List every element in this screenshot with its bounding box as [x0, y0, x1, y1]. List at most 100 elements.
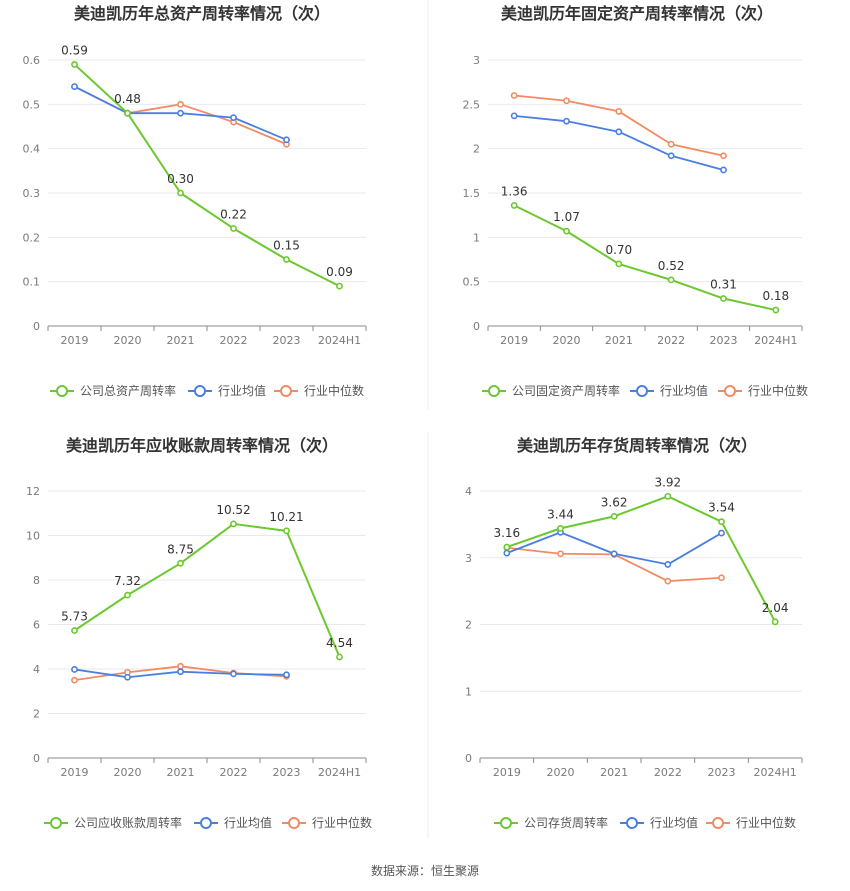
y-tick-label: 2: [465, 619, 472, 632]
data-point-avg: [230, 114, 237, 122]
legend-item-median: 行业中位数: [274, 383, 364, 398]
series-line-company: [73, 63, 340, 287]
x-tick-label: 2020: [114, 334, 142, 347]
data-point-company: [771, 618, 779, 626]
data-point-company: [720, 295, 727, 302]
chart-panel-3: 美迪凯历年应收账款周转率情况（次） 0 2 4 6 8 10 12 2019 2020 2021 20…: [26, 436, 372, 830]
y-tick-label: 12: [26, 485, 40, 498]
data-label: 3.44: [547, 507, 574, 521]
data-label: 0.30: [167, 172, 194, 186]
legend-item-company: 公司总资产周转率: [50, 383, 176, 398]
legend-marker-icon: [288, 817, 300, 829]
legend-marker-icon: [636, 385, 648, 397]
chart-panel-1: 美迪凯历年总资产周转率情况（次） 0 0.1 0.2 0.3 0.4 0.5 0.6 2019 2…: [23, 4, 367, 398]
x-tick-label: 2023: [710, 334, 738, 347]
data-point-avg: [283, 136, 290, 144]
data-label: 0.15: [273, 239, 300, 253]
data-point-company: [557, 524, 564, 532]
data-point-avg: [718, 529, 725, 537]
data-label: 10.52: [216, 503, 250, 517]
series-line-company: [73, 522, 341, 658]
data-label: 3.16: [493, 526, 520, 540]
data-point-company: [124, 591, 131, 599]
legend-item-median: 行业中位数: [706, 815, 796, 830]
y-tick-label: 4: [465, 485, 472, 498]
legend-marker-icon: [500, 817, 512, 829]
x-tick-label: 2021: [605, 334, 633, 347]
legend-marker-icon: [56, 385, 68, 397]
legend-marker-icon: [488, 385, 500, 397]
y-tick-label: 0: [33, 752, 40, 765]
x-tick-label: 2021: [167, 334, 195, 347]
legend-label: 公司存货周转率: [524, 815, 608, 830]
series-line-company: [506, 495, 777, 623]
legend-label: 公司应收账款周转率: [74, 815, 182, 830]
data-point-company: [230, 520, 237, 528]
data-point-company: [71, 627, 78, 634]
data-point-company: [336, 282, 343, 290]
data-label: 3.62: [601, 495, 628, 509]
chart-panel-4: 美迪凯历年存货周转率情况（次） 0 1 2 3 4 2019 2020 2021 2022 2023…: [465, 436, 803, 830]
y-tick-label: 1.5: [463, 187, 481, 200]
data-point-avg: [610, 550, 618, 558]
legend-label: 行业中位数: [304, 383, 364, 398]
y-tick-label: 3: [473, 54, 480, 67]
x-tick-label: 2020: [553, 334, 581, 347]
data-point-avg: [230, 670, 237, 678]
y-tick-label: 10: [26, 530, 40, 543]
data-point-avg: [177, 668, 184, 676]
x-tick-label: 2024H1: [754, 334, 797, 347]
legend-label: 行业中位数: [312, 815, 372, 830]
x-tick-label: 2019: [61, 334, 89, 347]
data-point-company: [177, 189, 184, 197]
data-point-company: [664, 492, 672, 500]
data-label: 7.32: [114, 574, 141, 588]
chart-title: 美迪凯历年固定资产周转率情况（次）: [501, 4, 773, 23]
data-point-avg: [615, 128, 623, 136]
y-tick-label: 2: [473, 143, 480, 156]
data-point-median: [177, 100, 184, 108]
chart-title: 美迪凯历年应收账款周转率情况（次）: [66, 436, 338, 455]
x-tick-label: 2022: [657, 334, 685, 347]
y-tick-label: 4: [33, 663, 40, 676]
x-tick-label: 2019: [61, 766, 89, 779]
data-point-avg: [563, 117, 570, 125]
legend-label: 公司固定资产周转率: [512, 383, 620, 398]
data-label: 0.22: [220, 207, 247, 221]
x-tick-label: 2020: [114, 766, 142, 779]
x-tick-label: 2024H1: [318, 766, 361, 779]
y-tick-label: 0.5: [23, 98, 41, 111]
y-tick-label: 0: [465, 752, 472, 765]
legend-marker-icon: [712, 817, 724, 829]
y-tick-label: 2: [33, 708, 40, 721]
data-point-avg: [71, 83, 78, 90]
data-point-avg: [664, 561, 672, 568]
data-label: 0.48: [114, 92, 141, 106]
data-point-company: [615, 260, 623, 268]
data-point-company: [772, 306, 780, 314]
x-tick-label: 2019: [500, 334, 528, 347]
data-point-median: [667, 140, 675, 148]
legend-item-avg: 行业均值: [194, 815, 272, 830]
data-label: 0.70: [605, 243, 632, 257]
legend-item-avg: 行业均值: [620, 815, 698, 830]
y-tick-label: 8: [33, 574, 40, 587]
x-tick-label: 2021: [600, 766, 628, 779]
legend-marker-icon: [194, 385, 206, 397]
data-point-median: [177, 662, 184, 670]
legend-label: 行业中位数: [736, 815, 796, 830]
legend-item-company: 公司固定资产周转率: [482, 383, 620, 398]
legend-marker-icon: [626, 817, 638, 829]
data-point-avg: [720, 166, 727, 174]
data-label: 0.59: [61, 43, 88, 57]
x-tick-label: 2020: [547, 766, 575, 779]
data-label: 0.52: [658, 259, 685, 273]
legend-item-company: 公司存货周转率: [494, 815, 608, 830]
y-tick-label: 0.1: [23, 276, 41, 289]
data-point-median: [615, 108, 623, 115]
series-line-avg: [514, 114, 724, 171]
data-point-median: [720, 152, 727, 160]
legend-item-company: 公司应收账款周转率: [44, 815, 182, 830]
data-label: 0.31: [710, 278, 737, 292]
